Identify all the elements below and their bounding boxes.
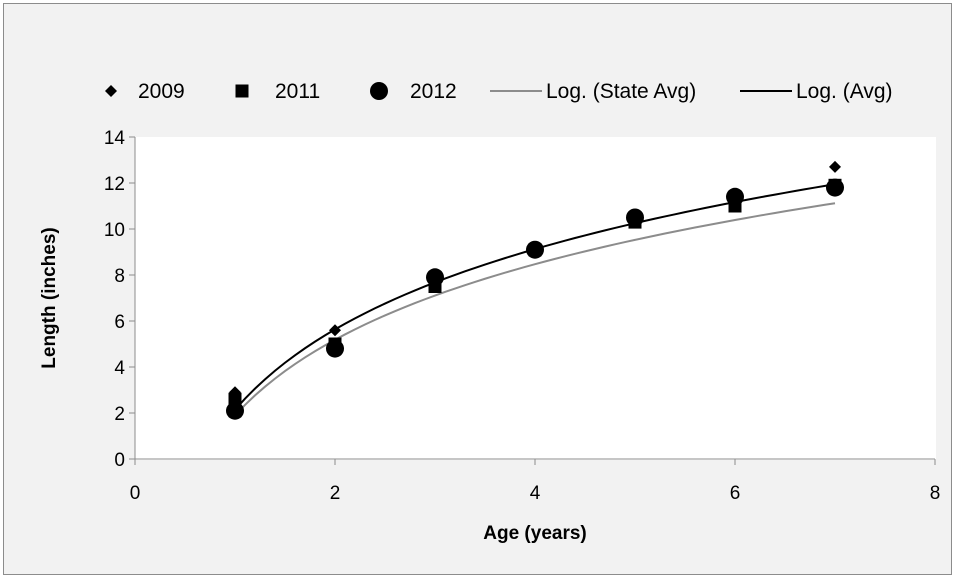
x-tick-label: 2 [330,483,341,504]
y-tick-label: 10 [104,220,125,241]
legend-marker-2012 [370,82,388,100]
y-axis-title: Length (inches) [39,227,60,368]
point-2012 [626,208,644,227]
y-tick-label: 6 [114,312,125,333]
x-tick-label: 0 [130,483,141,504]
legend-label: Log. (Avg) [796,80,893,103]
y-tick-label: 4 [114,358,125,379]
data-markers [226,160,844,420]
legend-label-2009: 2009 [138,80,185,103]
legend-marker-2011 [235,84,249,98]
point-2012 [226,401,244,420]
point-2012 [726,187,744,206]
y-tick-label: 12 [104,174,125,195]
x-tick-label: 4 [530,483,541,504]
point-2012 [426,268,444,287]
legend-label-2011: 2011 [275,80,320,103]
x-tick-label: 6 [730,483,741,504]
legend: 2009 2011 2012 Log. (State Avg) Log. (Avg) [105,80,893,103]
point-2009 [829,160,841,173]
legend-label: Log. (State Avg) [546,80,696,103]
x-tick-label: 8 [930,483,941,504]
axes [129,136,936,465]
y-tick-label: 0 [114,450,125,471]
point-2012 [326,339,344,358]
y-tick-label: 14 [104,128,126,149]
tick-labels: 0 2 4 6 8 10 12 14 0 2 4 6 8 [104,128,940,504]
point-2012 [826,178,844,197]
point-2009 [329,324,341,337]
x-axis-title: Age (years) [483,523,587,544]
point-2012 [526,240,544,259]
y-tick-label: 8 [114,266,125,287]
legend-marker-2009 [105,85,117,97]
plot-area [135,137,936,460]
y-tick-label: 2 [114,404,125,425]
legend-label-2012: 2012 [410,80,457,103]
